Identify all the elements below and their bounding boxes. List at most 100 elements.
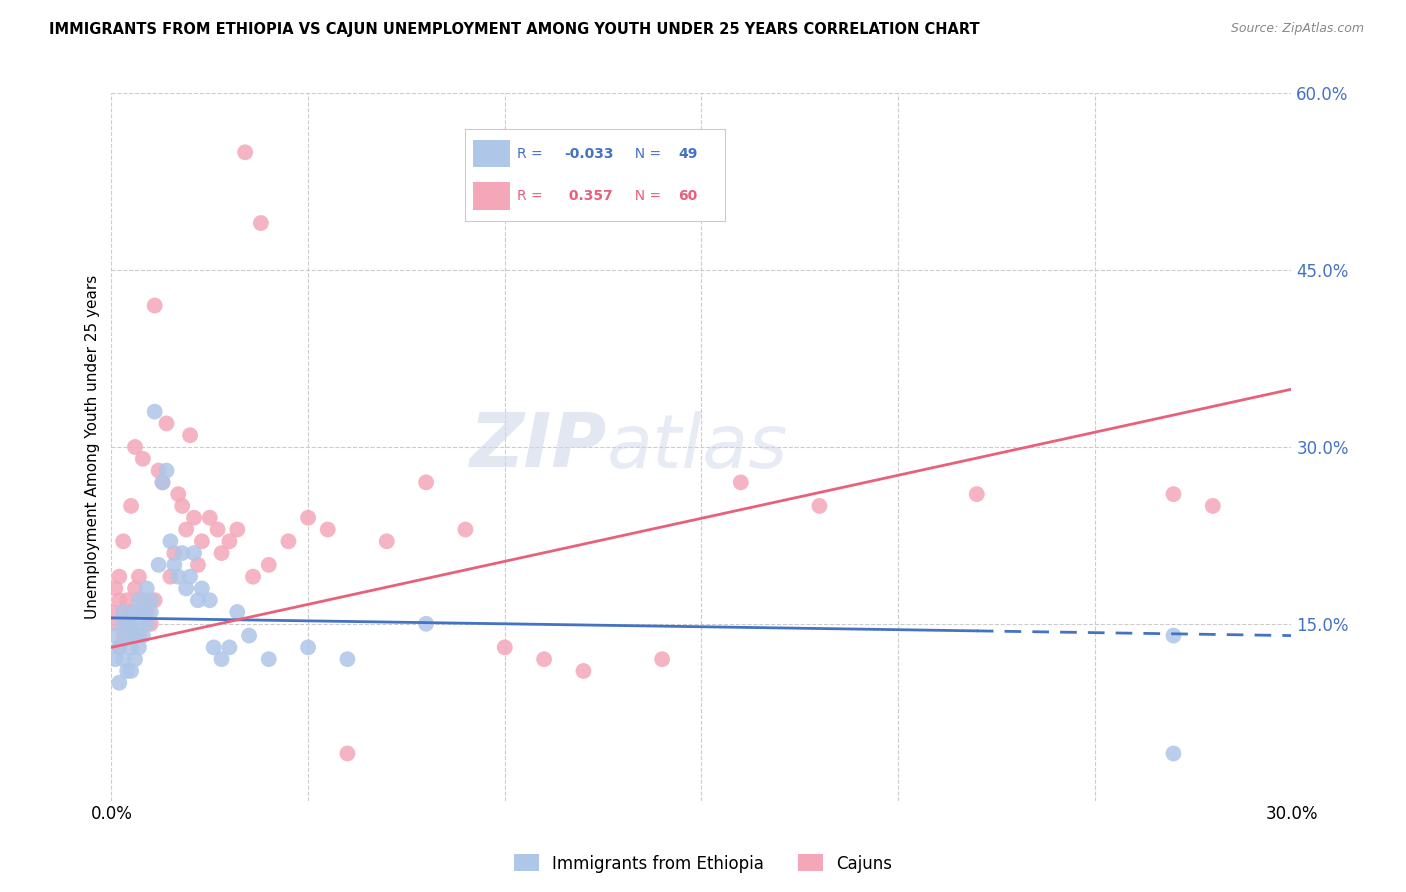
Point [415, 475, 437, 490]
Point [172, 546, 194, 560]
Point [179, 569, 201, 583]
Point [108, 593, 131, 607]
Point [139, 616, 162, 631]
Point [128, 640, 150, 655]
Point [132, 451, 155, 466]
Point [651, 652, 673, 666]
Point [1202, 499, 1225, 513]
Point [966, 487, 988, 501]
Point [143, 404, 166, 418]
Point [139, 605, 162, 619]
Point [218, 640, 240, 655]
Point [163, 558, 186, 572]
Text: IMMIGRANTS FROM ETHIOPIA VS CAJUN UNEMPLOYMENT AMONG YOUTH UNDER 25 YEARS CORREL: IMMIGRANTS FROM ETHIOPIA VS CAJUN UNEMPL… [49, 22, 980, 37]
Point [112, 534, 135, 549]
Point [152, 475, 174, 490]
Point [104, 629, 127, 643]
Point [128, 616, 150, 631]
Point [211, 546, 233, 560]
Point [124, 629, 146, 643]
Point [132, 593, 155, 607]
Point [191, 582, 214, 596]
Point [124, 605, 146, 619]
Point [152, 475, 174, 490]
Point [211, 652, 233, 666]
Point [104, 652, 127, 666]
Point [108, 569, 131, 583]
Point [115, 616, 138, 631]
Point [112, 629, 135, 643]
Point [120, 605, 142, 619]
Text: ZIP: ZIP [470, 410, 607, 483]
Point [108, 640, 131, 655]
Y-axis label: Unemployment Among Youth under 25 years: Unemployment Among Youth under 25 years [86, 275, 100, 619]
Point [124, 582, 146, 596]
Point [226, 523, 249, 537]
Point [454, 523, 477, 537]
Point [1163, 487, 1185, 501]
Point [1163, 629, 1185, 643]
Point [115, 593, 138, 607]
Point [148, 558, 170, 572]
Point [375, 534, 398, 549]
Point [132, 629, 155, 643]
Point [257, 652, 280, 666]
Point [139, 593, 162, 607]
Point [730, 475, 752, 490]
Point [242, 569, 264, 583]
Point [128, 629, 150, 643]
Point [277, 534, 299, 549]
Point [257, 558, 280, 572]
Point [120, 640, 142, 655]
Point [218, 534, 240, 549]
Point [100, 605, 122, 619]
Point [124, 440, 146, 454]
Point [148, 464, 170, 478]
Point [112, 605, 135, 619]
Point [135, 605, 157, 619]
Point [336, 747, 359, 761]
Point [174, 523, 197, 537]
Point [494, 640, 516, 655]
Point [143, 299, 166, 313]
Point [128, 593, 150, 607]
Point [187, 558, 209, 572]
Point [167, 487, 190, 501]
Point [115, 629, 138, 643]
Point [250, 216, 273, 230]
Point [172, 499, 194, 513]
Point [808, 499, 831, 513]
Point [183, 546, 205, 560]
Point [533, 652, 555, 666]
Point [155, 417, 177, 431]
Point [297, 640, 319, 655]
Point [238, 629, 260, 643]
Point [191, 534, 214, 549]
Point [159, 569, 181, 583]
Point [167, 569, 190, 583]
Point [198, 510, 221, 524]
Point [179, 428, 201, 442]
Text: atlas: atlas [607, 411, 789, 483]
Point [115, 664, 138, 678]
Point [202, 640, 225, 655]
Point [135, 582, 157, 596]
Point [415, 616, 437, 631]
Point [233, 145, 256, 160]
Point [132, 605, 155, 619]
Point [104, 582, 127, 596]
Point [135, 616, 157, 631]
Point [112, 652, 135, 666]
Point [187, 593, 209, 607]
Point [112, 616, 135, 631]
Point [226, 605, 249, 619]
Point [316, 523, 339, 537]
Point [174, 582, 197, 596]
Point [159, 534, 181, 549]
Legend: Immigrants from Ethiopia, Cajuns: Immigrants from Ethiopia, Cajuns [508, 847, 898, 880]
Point [143, 593, 166, 607]
Point [198, 593, 221, 607]
Point [108, 640, 131, 655]
Point [572, 664, 595, 678]
Point [120, 616, 142, 631]
